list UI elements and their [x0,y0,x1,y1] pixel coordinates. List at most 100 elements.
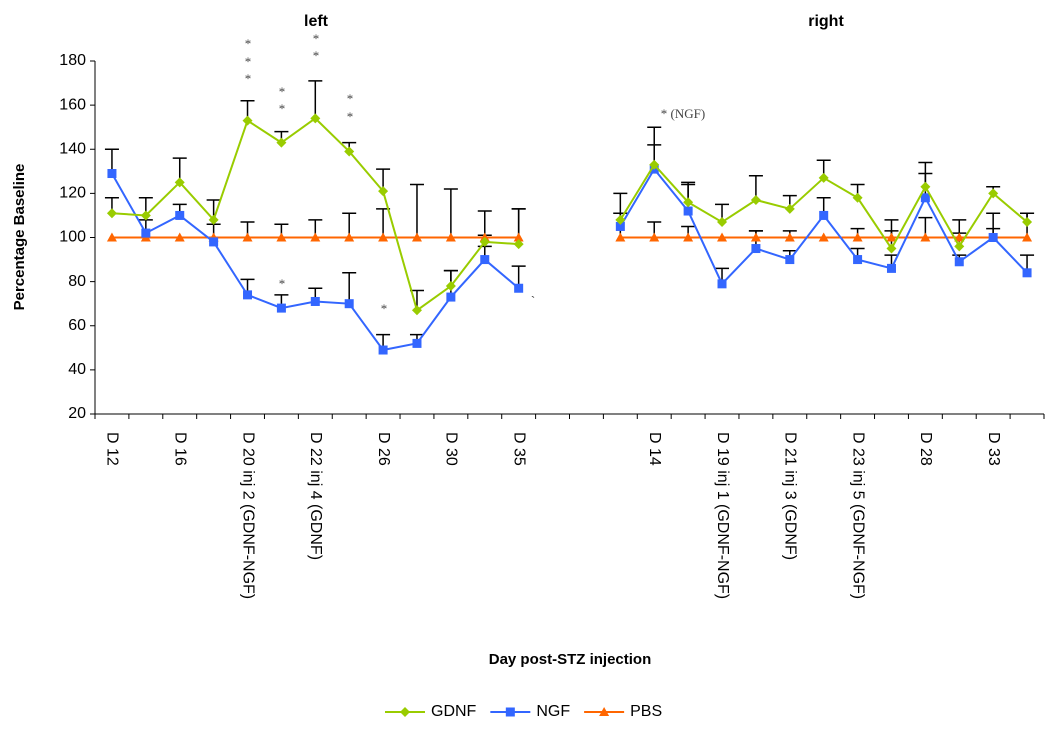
y-tick-label: 120 [59,185,86,202]
point [174,232,185,242]
x-tick-label: D 33 [985,432,1002,466]
legend-marker [505,707,515,717]
series-line [111,167,1028,352]
point [615,221,625,231]
point [106,232,117,242]
legend-label: NGF [536,703,570,720]
error-bar [409,183,424,238]
x-tick-label: D 26 [375,432,392,466]
annotation: * [347,109,354,124]
x-tick-label: D 12 [104,432,121,466]
point [886,263,896,273]
point [683,197,694,208]
point [784,232,795,242]
x-tick-label: D 22 inj 4 (GDNF) [307,432,324,560]
point [988,188,999,199]
point [649,159,660,170]
point [445,232,456,242]
point [242,232,253,242]
legend-marker [400,707,410,717]
point [785,255,795,265]
annotation: * [245,54,252,69]
legend-marker [599,707,610,716]
point [750,232,761,242]
point [649,232,660,242]
x-tick-label: D 19 inj 1 (GDNF-NGF) [714,432,731,599]
point [784,203,795,214]
annotation: * [313,48,320,63]
annotation: * [279,276,286,291]
point [513,239,524,250]
point [276,137,287,148]
point [378,186,389,197]
annotation: * [279,101,286,116]
x-tick-label: D 20 inj 2 (GDNF-NGF) [239,432,256,599]
point [818,232,829,242]
point [411,232,422,242]
point [819,210,829,220]
point [988,233,998,242]
point [853,255,863,265]
y-tick-label: 40 [68,361,86,378]
point [445,281,456,292]
point [141,228,151,238]
annotation: * (NGF) [661,106,705,121]
point [175,210,185,220]
point [479,236,490,247]
y-tick-label: 60 [68,317,86,334]
point [411,305,422,316]
point [920,193,930,203]
x-tick-label: D 35 [510,432,527,466]
panel-title: left [304,13,329,30]
y-tick-label: 100 [59,229,86,246]
point [344,146,355,157]
point [717,232,728,242]
annotation: * [347,91,354,106]
point [344,299,354,309]
x-tick-label: D 14 [646,432,663,466]
point [920,232,931,242]
point [310,113,321,124]
point [852,232,863,242]
point [446,292,456,302]
legend-label: PBS [630,703,662,720]
point [107,169,117,179]
point [1022,232,1033,242]
point [208,214,219,225]
error-bar [308,80,323,119]
panel-title: right [808,13,844,30]
annotation: * [245,71,252,86]
point [954,232,965,242]
point [818,172,829,183]
y-tick-label: 140 [59,140,86,157]
point [751,244,761,254]
x-tick-label: D 21 inj 3 (GDNF) [782,432,799,560]
point [886,232,897,242]
annotation: * [279,84,286,99]
point [750,194,761,205]
x-tick-label: D 30 [443,432,460,466]
point [920,181,931,192]
point [310,296,320,306]
x-tick-label: D 28 [917,432,934,466]
error-bar [342,272,357,304]
annotation: * [313,31,320,46]
point [344,232,355,242]
y-tick-label: 160 [59,96,86,113]
error-bar [443,188,458,238]
point [1022,217,1033,228]
point [243,290,253,300]
point [480,255,490,265]
annotation: ` [531,293,535,308]
point [242,115,253,126]
y-tick-label: 80 [68,273,86,290]
point [276,232,287,242]
point [174,177,185,188]
point [615,214,626,225]
point [886,243,897,254]
point [412,338,422,348]
point [852,192,863,203]
annotation: * [245,36,252,51]
y-tick-label: 20 [68,405,86,422]
